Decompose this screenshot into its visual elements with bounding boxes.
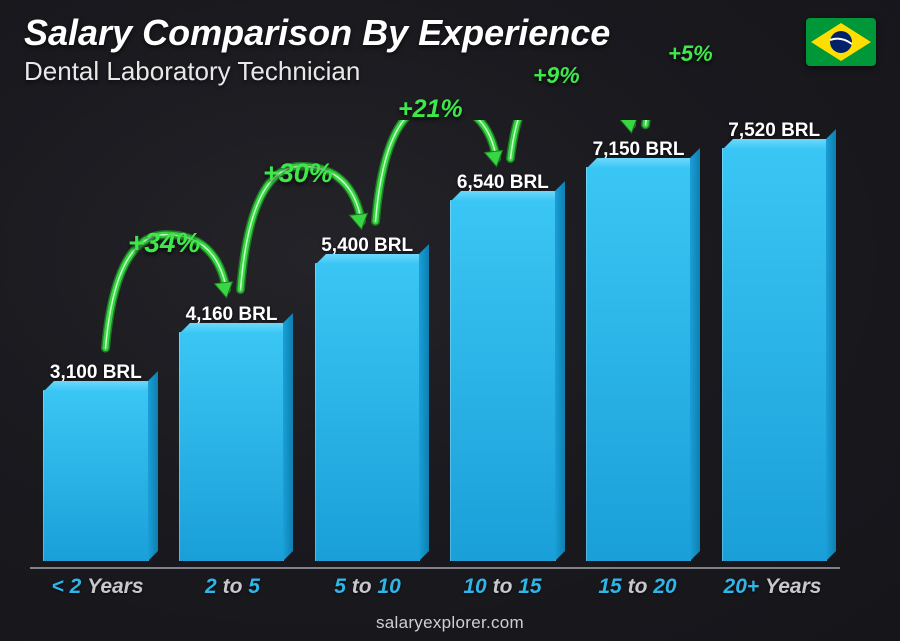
x-axis-label: 2 to 5 [165, 569, 300, 603]
bars-container: 3,100 BRL4,160 BRL5,400 BRL6,540 BRL7,15… [30, 120, 840, 561]
bar-slot: 7,520 BRL [708, 120, 840, 561]
increase-pct-label: +34% [128, 227, 200, 259]
bar-slot: 3,100 BRL [30, 120, 162, 561]
bar [315, 263, 420, 561]
chart-area: 3,100 BRL4,160 BRL5,400 BRL6,540 BRL7,15… [30, 120, 840, 561]
x-axis: < 2 Years2 to 55 to 1010 to 1515 to 2020… [30, 567, 840, 603]
infographic-canvas: Salary Comparison By Experience Dental L… [0, 0, 900, 641]
increase-pct-label: +21% [398, 95, 463, 124]
x-axis-label: 15 to 20 [570, 569, 705, 603]
bar-slot: 7,150 BRL [573, 120, 705, 561]
chart-title: Salary Comparison By Experience [24, 12, 876, 54]
x-axis-label: 10 to 15 [435, 569, 570, 603]
bar [722, 148, 827, 561]
chart-subtitle: Dental Laboratory Technician [24, 56, 876, 87]
bar [450, 200, 555, 561]
country-flag-brazil [806, 18, 876, 66]
bar-slot: 6,540 BRL [437, 120, 569, 561]
x-axis-label: 5 to 10 [300, 569, 435, 603]
bar [586, 167, 691, 561]
x-axis-label: < 2 Years [30, 569, 165, 603]
bar [179, 332, 284, 561]
header: Salary Comparison By Experience Dental L… [24, 12, 876, 87]
increase-pct-label: +9% [533, 62, 580, 89]
increase-pct-label: +5% [668, 41, 713, 67]
increase-pct-label: +30% [263, 158, 333, 189]
x-axis-label: 20+ Years [705, 569, 840, 603]
bar [43, 390, 148, 561]
footer-attribution: salaryexplorer.com [0, 613, 900, 633]
